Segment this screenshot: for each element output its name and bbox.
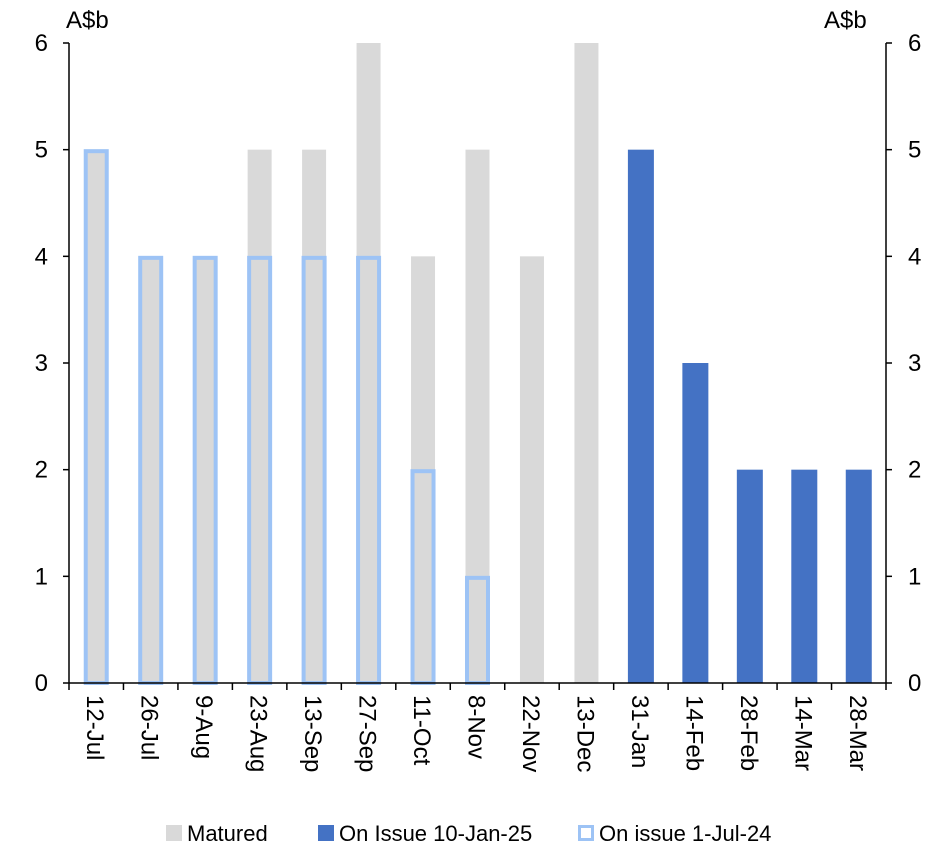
x-tick-label-9-Aug: 9-Aug [190, 695, 217, 759]
bar-matured-8-Nov [465, 149, 490, 683]
bar-matured-13-Dec [574, 43, 599, 683]
legend: Matured On Issue 10-Jan-25 On issue 1-Jul-… [166, 821, 771, 846]
x-tick-label-23-Aug: 23-Aug [245, 695, 272, 772]
legend-matured-swatch [166, 825, 182, 841]
right-y-tick-label-1: 1 [908, 563, 921, 590]
right-y-tick-label-5: 5 [908, 137, 921, 164]
bar-matured-23-Aug [247, 149, 272, 683]
legend-on-issue-10-jan-25: On Issue 10-Jan-25 [318, 821, 532, 846]
right-y-tick-label-4: 4 [908, 243, 921, 270]
legend-on-issue-1-jul-24: On issue 1-Jul-24 [578, 821, 771, 846]
x-tick-label-26-Jul: 26-Jul [136, 695, 163, 760]
bar-matured-9-Aug [193, 256, 218, 683]
legend-on-issue-1-jul-24-swatch [578, 825, 594, 841]
x-tick-label-14-Mar: 14-Mar [789, 695, 816, 771]
right-y-tick-label-0: 0 [908, 670, 921, 697]
right-y-tick-label-2: 2 [908, 457, 921, 484]
left-y-unit-label: A$b [66, 7, 109, 34]
x-tick-label-22-Nov: 22-Nov [517, 695, 544, 772]
x-tick-label-13-Sep: 13-Sep [299, 695, 326, 772]
legend-on-issue-10-jan-25-swatch [318, 825, 334, 841]
x-tick-label-14-Feb: 14-Feb [680, 695, 707, 771]
plot-area [83, 43, 872, 685]
left-y-tick-label-6: 6 [35, 30, 48, 57]
x-tick-label-8-Nov: 8-Nov [463, 695, 490, 759]
legend-matured: Matured [166, 821, 268, 846]
left-y-tick-label-5: 5 [35, 137, 48, 164]
left-y-tick-label-4: 4 [35, 243, 48, 270]
legend-on-issue-1-jul-24-label: On issue 1-Jul-24 [599, 821, 771, 846]
x-tick-label-27-Sep: 27-Sep [354, 695, 381, 772]
left-y-tick-label-1: 1 [35, 563, 48, 590]
bar-matured-26-Jul [138, 256, 163, 683]
bar-on-issue-10-jan-25-14-Mar [791, 469, 818, 683]
left-y-tick-label-2: 2 [35, 457, 48, 484]
bar-matured-22-Nov [519, 256, 544, 683]
left-y-tick-label-3: 3 [35, 350, 48, 377]
x-tick-label-11-Oct: 11-Oct [408, 695, 435, 766]
legend-matured-label: Matured [187, 821, 268, 846]
axes: 0 0 1 1 2 2 3 3 4 4 5 5 6 6 12-Jul 26-Jul 9-Aug 23-Aug 13-… [35, 30, 922, 772]
left-y-tick-label-0: 0 [35, 670, 48, 697]
x-tick-label-12-Jul: 12-Jul [81, 695, 108, 760]
right-y-tick-label-6: 6 [908, 30, 921, 57]
right-y-tick-label-3: 3 [908, 350, 921, 377]
bar-on-issue-10-jan-25-31-Jan [627, 149, 654, 683]
x-tick-label-31-Jan: 31-Jan [626, 695, 653, 768]
legend-on-issue-10-jan-25-label: On Issue 10-Jan-25 [339, 821, 532, 846]
x-tick-label-13-Dec: 13-Dec [571, 695, 598, 772]
bar-on-issue-10-jan-25-28-Feb [736, 469, 763, 683]
right-y-unit-label: A$b [824, 7, 867, 34]
bar-on-issue-10-jan-25-28-Mar [845, 469, 872, 683]
bar-on-issue-10-jan-25-14-Feb [682, 363, 709, 683]
bar-matured-13-Sep [302, 149, 327, 683]
bar-matured-12-Jul [84, 149, 109, 683]
bar-matured-27-Sep [356, 43, 381, 683]
x-tick-label-28-Feb: 28-Feb [735, 695, 762, 771]
x-tick-label-28-Mar: 28-Mar [844, 695, 871, 771]
